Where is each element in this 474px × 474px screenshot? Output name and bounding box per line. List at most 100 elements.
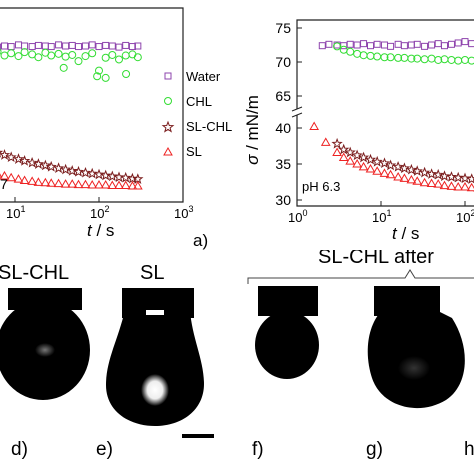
data-point-water [440,42,448,50]
data-point-chl [68,50,77,59]
data-point-sl-chl [331,137,343,149]
data-point-sl-chl [120,171,132,183]
data-point-sl [453,182,464,191]
data-point-water [74,43,82,51]
data-point-water [21,42,29,50]
data-point-chl-outliers [93,72,102,81]
data-point-sl-chl [371,155,383,167]
drop-title-sl-chl-after: SL-CHL after [318,250,434,268]
data-point-sl [13,174,24,183]
data-point-chl [420,55,429,64]
data-point-sl-chl [79,166,92,178]
data-point-sl [358,161,369,171]
data-point-sl-chl [52,162,65,174]
right-x-axis-label: t / s [392,224,419,243]
data-point-sl [433,179,444,188]
data-point-sl-chl [132,173,144,184]
data-point-chl [447,55,456,64]
data-point-chl [7,49,16,58]
data-point-sl [53,178,64,188]
data-point-sl [406,174,417,184]
data-point-sl [385,169,396,179]
data-point-chl-outliers [101,73,110,82]
data-point-chl [74,57,83,66]
scale-bar [182,434,214,438]
drop-image-g [367,286,465,409]
legend-label: SL [186,144,202,159]
data-point-sl [114,180,124,189]
data-point-water [47,43,55,51]
data-point-sl-chl [357,151,370,163]
data-point-water [88,41,96,49]
data-point-sl [87,180,98,189]
right-y-axis-label: σ / mN/m [243,95,262,165]
data-point-chl [20,48,29,57]
panel-f-label: f) [252,439,264,460]
data-point-water [407,41,415,49]
data-point-sl [60,179,71,188]
left-plot-ticks: 101 102 103 [6,197,193,221]
data-point-sl [320,137,331,146]
data-point-chl [366,51,375,60]
data-point-sl [67,179,78,188]
data-point-water [108,42,116,50]
data-point-chl [88,49,97,58]
data-point-sl-chl [72,165,85,177]
data-point-sl-chl [445,171,458,182]
data-point-water [353,41,361,49]
x-tick-label: 102 [90,204,109,221]
data-point-sl [419,177,430,187]
data-point-sl-chl [438,170,451,182]
data-point-sl [393,171,404,181]
data-point-water [55,41,63,49]
drop-image-f [255,286,319,379]
data-point-sl-chl [398,162,411,174]
data-point-chl [133,53,142,62]
panel-h-label: h [464,439,474,460]
y-tick-label: 65 [275,88,291,104]
data-point-sl-chl [18,154,31,166]
axis-break-icon [291,106,303,118]
data-point-chl [346,47,355,56]
data-point-sl-chl [364,153,377,165]
data-point-water [128,43,136,51]
data-point-chl [14,52,23,61]
data-point-sl [0,170,10,180]
data-point-chl [454,56,463,65]
data-point-chl [461,55,469,64]
legend-label: Water [186,69,221,84]
data-point-sl-chl [0,149,11,160]
right-plot: 75 70 65 40 35 30 100 101 102 σ / mN/m pH 6.3 t… [243,19,474,243]
data-point-water [95,43,103,51]
data-point-water [0,43,2,51]
data-point-sl [466,182,474,192]
data-point-sl-chl [32,158,45,169]
data-point-sl-chl [405,163,418,175]
data-point-sl [80,179,91,189]
data-point-water [115,43,123,51]
data-point-chl [81,52,90,61]
data-point-chl [128,50,137,59]
square-marker-icon [164,72,172,80]
data-point-chl [434,55,443,64]
data-point-water [367,42,375,50]
data-point-water [1,42,9,50]
data-point-water [122,41,130,49]
data-point-sl [460,182,470,191]
data-point-sl-chl [351,149,363,161]
data-point-chl [61,52,70,61]
data-point-chl [394,53,403,62]
data-point-water [380,41,388,49]
data-point-sl-chl [59,163,72,175]
data-point-chl [0,51,9,60]
data-point-sl-chl [100,169,112,181]
y-tick-label: 35 [275,156,291,172]
data-point-sl [19,175,30,184]
data-point-sl-chl [452,171,464,183]
data-point-chl [427,54,436,63]
data-point-sl-chl [378,157,391,169]
left-plot: 101 102 103 7 t / s a) [0,7,208,250]
data-point-sl-chl [0,150,4,158]
data-point-water [454,39,462,47]
data-point-water [447,40,455,48]
